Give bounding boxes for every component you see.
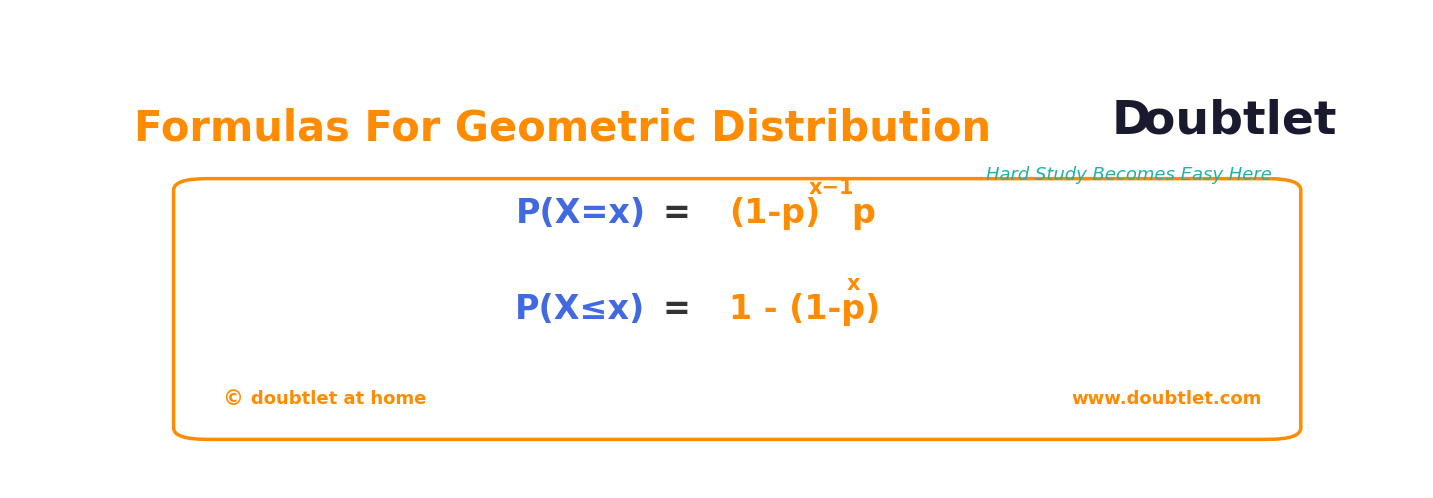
Text: doubtlet at home: doubtlet at home (251, 390, 427, 408)
Text: =: = (662, 197, 691, 230)
Text: D: D (1112, 99, 1151, 143)
Text: P(X≤x): P(X≤x) (516, 292, 645, 326)
Text: x−1: x−1 (808, 178, 854, 198)
Text: (1-p): (1-p) (729, 197, 820, 230)
Text: ©: © (222, 389, 242, 409)
Text: P(X=x): P(X=x) (516, 197, 645, 230)
Text: Formulas For Geometric Distribution: Formulas For Geometric Distribution (133, 108, 990, 150)
Text: p: p (851, 197, 876, 230)
Text: 1 - (1-p): 1 - (1-p) (729, 292, 880, 326)
Text: oubtlet: oubtlet (1144, 99, 1337, 143)
Text: x: x (847, 274, 860, 294)
Text: Hard Study Becomes Easy Here: Hard Study Becomes Easy Here (986, 166, 1271, 184)
FancyBboxPatch shape (173, 179, 1301, 439)
Text: www.doubtlet.com: www.doubtlet.com (1072, 390, 1262, 408)
Text: =: = (662, 292, 691, 326)
